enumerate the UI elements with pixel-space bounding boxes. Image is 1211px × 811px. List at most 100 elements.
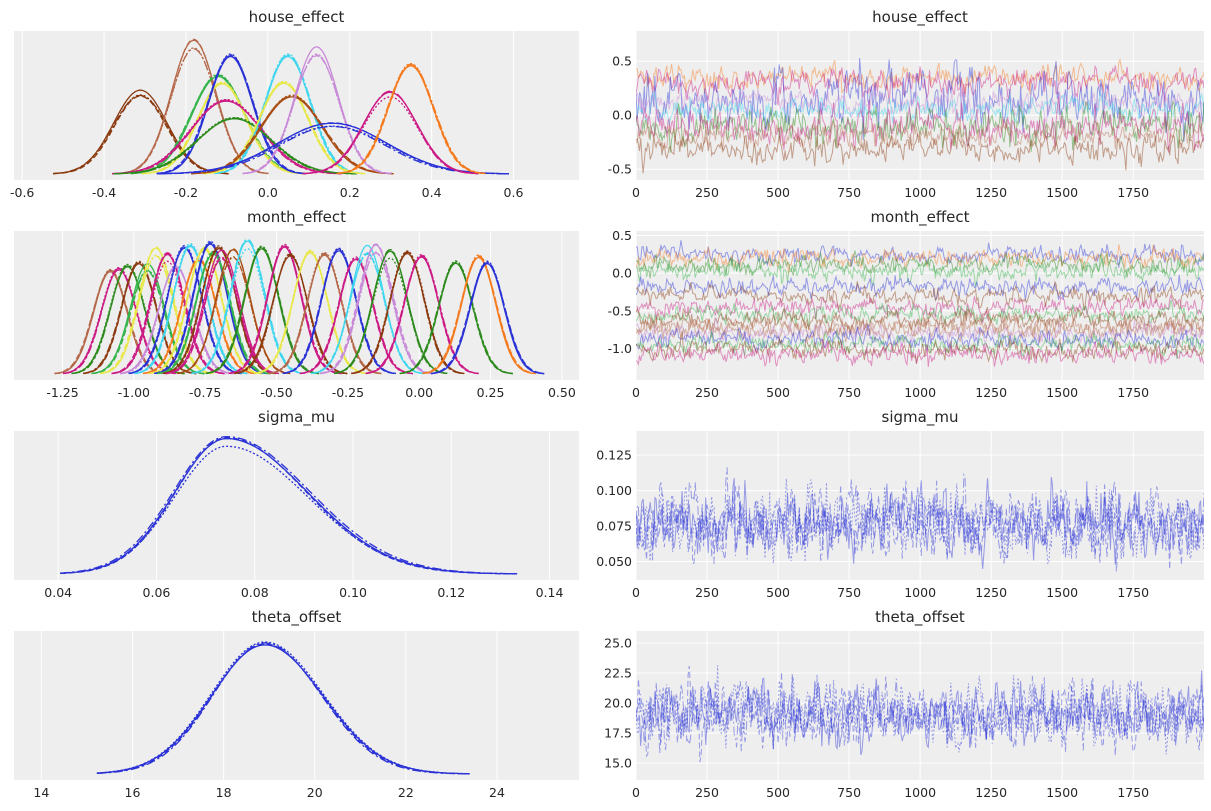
- series-layer: [636, 665, 1204, 763]
- trace-line: [636, 665, 1204, 763]
- x-tick-label: -0.75: [189, 385, 221, 400]
- density-line: [365, 255, 479, 375]
- x-tick-label: 0.50: [548, 385, 576, 400]
- density-line: [112, 99, 342, 175]
- x-tick-label: 18: [216, 785, 232, 800]
- density-line: [134, 243, 248, 375]
- density-line: [299, 256, 413, 375]
- density-line: [299, 258, 413, 375]
- x-tick-label: 1500: [1046, 185, 1078, 200]
- density-line: [54, 268, 168, 375]
- x-tick-label: 500: [766, 185, 790, 200]
- density-line: [157, 125, 509, 175]
- density-line: [336, 62, 486, 175]
- density-line: [120, 265, 234, 375]
- density-line: [234, 252, 348, 375]
- density-line: [191, 94, 394, 175]
- trace-line: [636, 324, 1204, 353]
- density-line: [113, 117, 357, 175]
- trace-line: [636, 480, 1204, 572]
- x-tick-label: 1500: [1046, 585, 1078, 600]
- trace-line: [636, 339, 1204, 368]
- x-tick-label: 750: [837, 585, 861, 600]
- density-line: [299, 257, 413, 375]
- x-tick-label: 1250: [975, 185, 1007, 200]
- trace-line: [636, 280, 1204, 311]
- density-line: [213, 53, 363, 175]
- density-line: [142, 257, 256, 375]
- trace-line: [636, 240, 1204, 268]
- density-line: [351, 250, 465, 375]
- panel-title: house_effect: [249, 8, 345, 27]
- y-tick-label: 15.0: [604, 756, 632, 771]
- density-line: [154, 241, 268, 375]
- density-line: [157, 122, 510, 175]
- x-tick-label: 1000: [904, 185, 936, 200]
- series-layer: [54, 238, 545, 375]
- panel-4: 0.04 0.06 0.08 0.10 0.12 0.14 sigma_mu: [14, 408, 579, 600]
- density-line: [162, 246, 277, 375]
- x-tick-label: 500: [766, 585, 790, 600]
- density-line: [83, 262, 197, 375]
- x-tick-label: 1750: [1117, 585, 1149, 600]
- x-tick-label: 1250: [975, 785, 1007, 800]
- density-line: [177, 257, 291, 375]
- trace-line: [636, 674, 1204, 753]
- x-tick-label: 750: [837, 385, 861, 400]
- density-line: [282, 248, 396, 375]
- density-line: [228, 246, 342, 375]
- x-tick-label: 750: [837, 185, 861, 200]
- x-tick-label: 0.00: [405, 385, 433, 400]
- x-tick-label: 0: [632, 785, 640, 800]
- series-layer: [60, 435, 518, 575]
- density-line: [60, 445, 518, 575]
- density-line: [336, 64, 486, 175]
- x-tick-label: 1250: [975, 385, 1007, 400]
- density-line: [319, 243, 433, 375]
- x-tick-label: 0.04: [44, 585, 72, 600]
- y-tick-label: 0.075: [596, 519, 632, 534]
- density-line: [111, 260, 225, 375]
- density-line: [334, 248, 448, 375]
- panel-title: sigma_mu: [882, 408, 959, 427]
- x-tick-label: 250: [695, 585, 719, 600]
- density-line: [53, 94, 229, 175]
- x-tick-label: 0.4: [422, 185, 442, 200]
- x-tick-label: 0.6: [504, 185, 524, 200]
- density-line: [141, 81, 304, 175]
- plot-area: [14, 31, 579, 180]
- trace-line: [636, 116, 1204, 153]
- y-tick-label: 0.0: [612, 266, 632, 281]
- x-tick-label: 0: [632, 185, 640, 200]
- trace-line: [636, 329, 1204, 360]
- panel-5: 0 250 500 750 1000 1250 1500 1750 0.050 0.075 0.10…: [596, 408, 1204, 600]
- x-tick-label: 1750: [1117, 185, 1149, 200]
- panel-title: month_effect: [247, 208, 346, 227]
- x-tick-label: 0: [632, 585, 640, 600]
- density-line: [156, 55, 306, 175]
- density-line: [399, 261, 513, 375]
- series-layer: [96, 641, 470, 775]
- density-line: [130, 75, 307, 175]
- density-line: [254, 250, 368, 375]
- plot-area: [14, 631, 579, 780]
- x-tick-label: 1000: [904, 785, 936, 800]
- x-tick-label: 250: [695, 785, 719, 800]
- density-line: [83, 261, 197, 375]
- panel-title: house_effect: [872, 8, 968, 27]
- density-line: [302, 96, 479, 175]
- x-tick-label: 0.06: [143, 585, 171, 600]
- trace-line: [636, 476, 1204, 569]
- density-line: [157, 125, 509, 175]
- density-line: [120, 264, 234, 375]
- density-line: [111, 252, 225, 375]
- density-line: [177, 256, 291, 375]
- density-line: [96, 642, 470, 775]
- density-line: [60, 435, 518, 575]
- x-tick-label: 1250: [975, 585, 1007, 600]
- density-line: [268, 252, 382, 375]
- density-line: [113, 116, 357, 175]
- y-tick-label: -0.5: [608, 303, 632, 318]
- density-line: [336, 63, 486, 175]
- x-tick-label: 500: [766, 385, 790, 400]
